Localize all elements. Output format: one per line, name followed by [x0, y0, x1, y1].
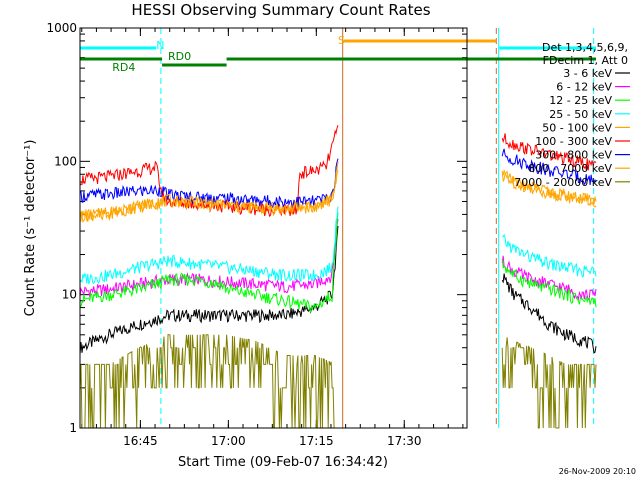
legend-entry-label: 800 - 7000 keV	[528, 162, 612, 175]
legend-entry-label: 12 - 25 keV	[549, 94, 612, 107]
x-tick-label: 17:00	[211, 434, 246, 448]
y-axis-label: Count Rate (s⁻¹ detector⁻¹)	[23, 140, 38, 317]
series-line	[501, 169, 597, 208]
series-line	[79, 218, 339, 298]
y-tick-label: 100	[54, 154, 77, 168]
plot-area: 1 10 100 1000 16:45 17:00 17:15 17:30 N RD0 RD4 S	[46, 21, 597, 448]
flag-label: S	[338, 34, 345, 47]
x-tick-label: 17:30	[387, 434, 422, 448]
y-tick-label: 10	[62, 288, 77, 302]
legend-header-line-2: FDecim 1, Att 0	[543, 54, 628, 67]
legend-entry-label: 7000 - 20000 keV	[514, 176, 612, 189]
flag-label: RD4	[112, 61, 135, 74]
series-line	[501, 258, 597, 308]
series-line	[501, 133, 597, 171]
legend-header-line-1: Det 1,3,4,5,6,9,	[542, 41, 628, 54]
legend-entry-label: 3 - 6 keV	[563, 67, 612, 80]
series-line	[502, 233, 597, 278]
timestamp: 26-Nov-2009 20:10	[559, 467, 636, 476]
legend-entry-label: 100 - 300 keV	[535, 135, 612, 148]
flag-label: N	[156, 39, 164, 52]
series-line	[501, 255, 597, 301]
series-line	[501, 273, 597, 354]
x-tick-label: 16:45	[123, 434, 158, 448]
series-line	[79, 206, 339, 285]
chart-title: HESSI Observing Summary Count Rates	[131, 1, 430, 19]
series-line	[501, 337, 597, 429]
y-tick-label: 1000	[46, 21, 77, 35]
series-line	[501, 148, 597, 186]
x-tick-label: 17:15	[299, 434, 334, 448]
plot-frame	[79, 27, 468, 429]
legend-entry-label: 6 - 12 keV	[556, 81, 612, 94]
flag-label: RD0	[168, 50, 191, 63]
x-axis-label: Start Time (09-Feb-07 16:34:42)	[178, 455, 388, 470]
series-line	[79, 212, 339, 313]
legend-entry-label: 300 - 800 keV	[535, 149, 612, 162]
legend-entry-label: 50 - 100 keV	[542, 121, 612, 134]
series-line	[79, 225, 339, 355]
y-tick-label: 1	[69, 421, 77, 435]
series-line	[79, 161, 339, 222]
legend-entry-label: 25 - 50 keV	[549, 108, 612, 121]
